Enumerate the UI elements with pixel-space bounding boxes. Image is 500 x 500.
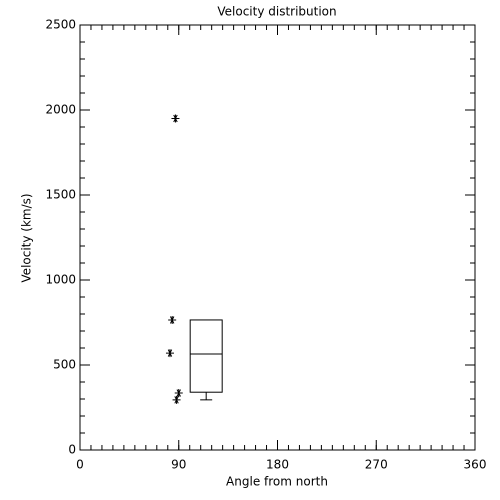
- y-tick-label: 2000: [45, 103, 76, 117]
- y-tick-label: 500: [53, 358, 76, 372]
- scatter-point: [168, 315, 177, 324]
- chart-title: Velocity distribution: [217, 5, 336, 19]
- box: [189, 319, 223, 393]
- y-axis-label: Velocity (km/s): [20, 193, 34, 282]
- scatter-point: [165, 349, 174, 358]
- y-tick-label: 1500: [45, 188, 76, 202]
- x-tick-label: 180: [266, 458, 289, 472]
- y-tick-label: 0: [68, 443, 76, 457]
- y-tick-label: 2500: [45, 18, 76, 32]
- plot-frame: [79, 24, 476, 451]
- scatter-point: [172, 395, 181, 404]
- x-tick-label: 90: [171, 458, 186, 472]
- scatter-point: [171, 114, 180, 123]
- x-tick-label: 270: [365, 458, 388, 472]
- y-tick-label: 1000: [45, 273, 76, 287]
- x-axis-label: Angle from north: [226, 475, 328, 489]
- x-tick-label: 360: [464, 458, 487, 472]
- x-tick-label: 0: [76, 458, 84, 472]
- scatter-point: [174, 389, 183, 398]
